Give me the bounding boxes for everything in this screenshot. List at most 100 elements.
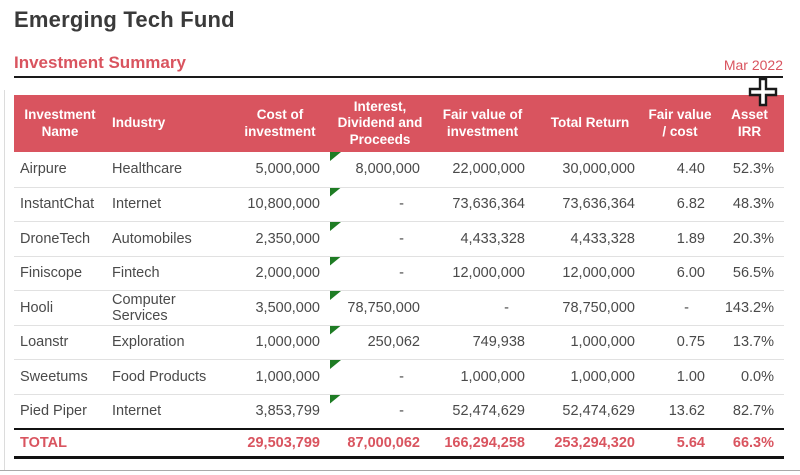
cell-industry[interactable]: Exploration bbox=[106, 326, 230, 360]
cell-cost[interactable]: 1,000,000 bbox=[230, 326, 330, 360]
cell-cost[interactable]: 5,000,000 bbox=[230, 152, 330, 187]
cell-asset_irr[interactable]: 82.7% bbox=[715, 395, 784, 429]
total-cell-fair_value[interactable]: 166,294,258 bbox=[430, 430, 535, 456]
cell-interest[interactable]: 250,062 bbox=[330, 325, 430, 360]
total-cell-interest[interactable]: 87,000,062 bbox=[330, 430, 430, 456]
cell-cost[interactable]: 10,800,000 bbox=[230, 188, 330, 222]
cell-total_return[interactable]: 12,000,000 bbox=[535, 257, 645, 291]
cell-cost[interactable]: 1,000,000 bbox=[230, 360, 330, 394]
cell-cost[interactable]: 2,350,000 bbox=[230, 222, 330, 256]
cell-industry[interactable]: Internet bbox=[106, 188, 230, 222]
cell-value: 48.3% bbox=[732, 196, 774, 213]
table-row: Airpure Healthcare 5,000,000 8,000,000 22,00… bbox=[14, 152, 784, 187]
cell-fv_cost[interactable]: 1.89 bbox=[645, 222, 715, 256]
cell-name[interactable]: Hooli bbox=[14, 291, 106, 325]
cell-asset_irr[interactable]: 52.3% bbox=[715, 152, 784, 187]
cell-industry[interactable]: Food Products bbox=[106, 360, 230, 394]
cell-fair_value[interactable]: 749,938 bbox=[430, 326, 535, 360]
cell-industry[interactable]: Healthcare bbox=[106, 152, 230, 187]
cell-fv_cost[interactable]: 6.00 bbox=[645, 257, 715, 291]
cell-interest[interactable]: - bbox=[330, 256, 430, 291]
cell-fv_cost[interactable]: 6.82 bbox=[645, 188, 715, 222]
cell-fair_value[interactable]: - bbox=[430, 291, 535, 325]
cell-name[interactable]: InstantChat bbox=[14, 188, 106, 222]
cell-industry[interactable]: Automobiles bbox=[106, 222, 230, 256]
cell-interest[interactable]: - bbox=[330, 360, 430, 394]
cell-interest[interactable]: - bbox=[330, 222, 430, 256]
header-cell-fair_value[interactable]: Fair value of investment bbox=[442, 107, 523, 139]
cell-interest[interactable]: - bbox=[330, 394, 430, 429]
cell-total_return[interactable]: 73,636,364 bbox=[535, 188, 645, 222]
cell-total_return[interactable]: 4,433,328 bbox=[535, 222, 645, 256]
cell-cost[interactable]: 3,500,000 bbox=[230, 291, 330, 325]
cell-cost[interactable]: 3,853,799 bbox=[230, 395, 330, 429]
total-cell-cost[interactable]: 29,503,799 bbox=[230, 430, 330, 456]
header-cell-fv_cost[interactable]: Fair value / cost bbox=[648, 107, 712, 139]
cell-value: 1,000,000 bbox=[570, 368, 635, 385]
cell-value: Pied Piper bbox=[20, 403, 87, 420]
cell-name[interactable]: Finiscope bbox=[14, 257, 106, 291]
cell-interest[interactable]: 8,000,000 bbox=[330, 152, 430, 187]
cell-asset_irr[interactable]: 20.3% bbox=[715, 222, 784, 256]
cell-fair_value[interactable]: 12,000,000 bbox=[430, 257, 535, 291]
cell-fair_value[interactable]: 52,474,629 bbox=[430, 395, 535, 429]
total-cell-name[interactable]: TOTAL bbox=[14, 430, 106, 456]
cell-asset_irr[interactable]: 0.0% bbox=[715, 360, 784, 394]
cell-value: 1.00 bbox=[676, 368, 705, 385]
cell-fair_value[interactable]: 4,433,328 bbox=[430, 222, 535, 256]
cell-value: 4,433,328 bbox=[570, 230, 635, 247]
cell-interest[interactable]: 78,750,000 bbox=[330, 291, 430, 325]
total-cell-total_return[interactable]: 253,294,320 bbox=[535, 430, 645, 456]
cell-industry[interactable]: Internet bbox=[106, 395, 230, 429]
cell-industry[interactable]: Fintech bbox=[106, 257, 230, 291]
header-cell-industry[interactable]: Industry bbox=[112, 115, 166, 131]
header-cell-asset_irr[interactable]: Asset IRR bbox=[731, 107, 768, 139]
cell-value: 82.7% bbox=[732, 403, 774, 420]
cell-total_return[interactable]: 78,750,000 bbox=[535, 291, 645, 325]
cell-total_return[interactable]: 1,000,000 bbox=[535, 326, 645, 360]
cell-name[interactable]: Pied Piper bbox=[14, 395, 106, 429]
total-cell-fv_cost[interactable]: 5.64 bbox=[645, 430, 715, 456]
total-cell-asset_irr[interactable]: 66.3% bbox=[715, 430, 784, 456]
table-row: InstantChat Internet 10,800,000 - 73,636,364… bbox=[14, 186, 784, 222]
cell-fv_cost[interactable]: 4.40 bbox=[645, 152, 715, 187]
cell-interest[interactable]: - bbox=[330, 187, 430, 222]
cell-value: 1,000,000 bbox=[255, 368, 320, 385]
cell-value: 52.3% bbox=[732, 161, 774, 178]
cell-asset_irr[interactable]: 143.2% bbox=[715, 291, 784, 325]
header-cell-interest[interactable]: Interest, Dividend and Proceeds bbox=[337, 98, 423, 147]
cell-fair_value[interactable]: 22,000,000 bbox=[430, 152, 535, 187]
cell-name[interactable]: Loanstr bbox=[14, 326, 106, 360]
cell-name[interactable]: Sweetums bbox=[14, 360, 106, 394]
cell-value: 12,000,000 bbox=[452, 265, 525, 282]
header-cell-total_return[interactable]: Total Return bbox=[550, 115, 630, 131]
header-cell-name[interactable]: Investment Name bbox=[24, 107, 96, 139]
total-cell-industry[interactable] bbox=[106, 430, 230, 456]
cell-industry[interactable]: Computer Services bbox=[106, 291, 230, 325]
cell-total_return[interactable]: 52,474,629 bbox=[535, 395, 645, 429]
header-cell-cost[interactable]: Cost of investment bbox=[244, 107, 316, 139]
cell-fv_cost[interactable]: 1.00 bbox=[645, 360, 715, 394]
cell-asset_irr[interactable]: 48.3% bbox=[715, 188, 784, 222]
cell-cost[interactable]: 2,000,000 bbox=[230, 257, 330, 291]
cell-fair_value[interactable]: 1,000,000 bbox=[430, 360, 535, 394]
cell-asset_irr[interactable]: 13.7% bbox=[715, 326, 784, 360]
cell-value: 1,000,000 bbox=[460, 368, 525, 385]
table-row: Finiscope Fintech 2,000,000 - 12,000,000 12,0… bbox=[14, 255, 784, 291]
cell-total_return[interactable]: 30,000,000 bbox=[535, 152, 645, 187]
cell-value: 13.7% bbox=[732, 334, 774, 351]
cell-value: Sweetums bbox=[20, 368, 88, 385]
error-flag-icon bbox=[330, 187, 341, 197]
cell-name[interactable]: Airpure bbox=[14, 152, 106, 187]
cell-name[interactable]: DroneTech bbox=[14, 222, 106, 256]
cell-fv_cost[interactable]: 0.75 bbox=[645, 326, 715, 360]
cell-fv_cost[interactable]: - bbox=[645, 291, 715, 325]
cell-fv_cost[interactable]: 13.62 bbox=[645, 395, 715, 429]
cell-fair_value[interactable]: 73,636,364 bbox=[430, 188, 535, 222]
cell-asset_irr[interactable]: 56.5% bbox=[715, 257, 784, 291]
error-flag-icon bbox=[330, 325, 341, 335]
table-row: Loanstr Exploration 1,000,000 250,062 749,93… bbox=[14, 324, 784, 360]
cell-value: Food Products bbox=[112, 368, 207, 385]
cell-total_return[interactable]: 1,000,000 bbox=[535, 360, 645, 394]
cell-value: DroneTech bbox=[20, 230, 91, 247]
